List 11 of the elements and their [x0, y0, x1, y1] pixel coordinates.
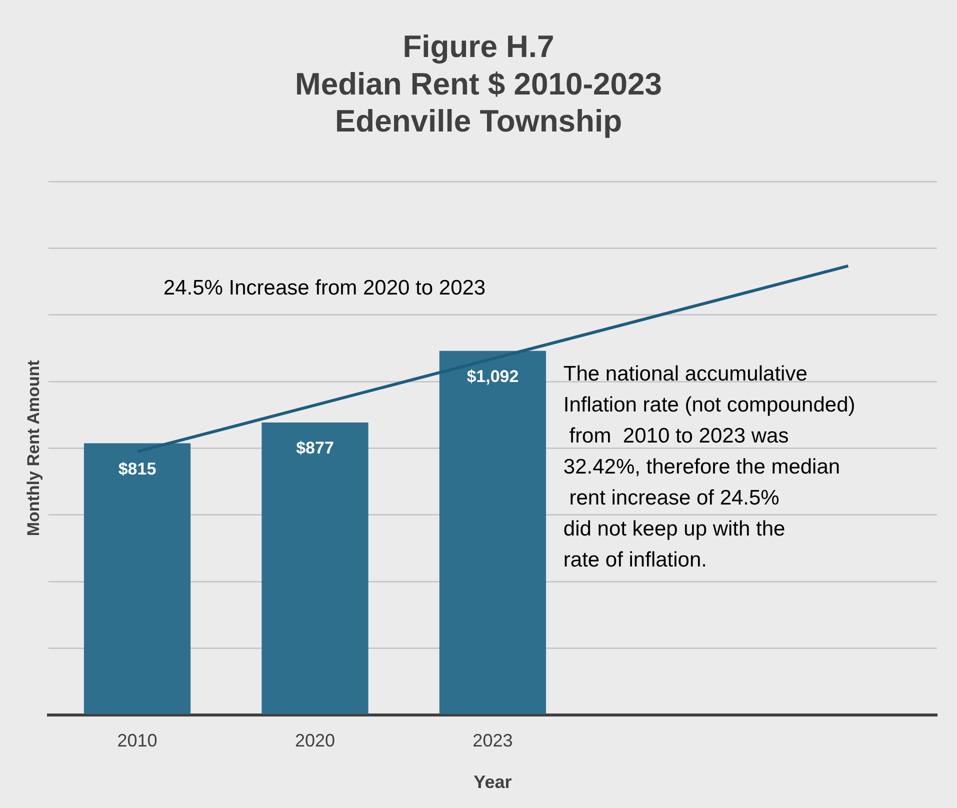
x-axis-title: Year — [474, 772, 512, 792]
x-tick-label: 2023 — [472, 730, 513, 751]
annotation: The national accumulative Inflation rate (not compounded) from 2010 to 2023 was 32.42%, therefore the median rent increase of 24.5% did not keep up with the rate of inflation. — [563, 362, 856, 572]
x-tick-label: 2020 — [294, 730, 336, 751]
x-tick-label: 2010 — [117, 730, 158, 751]
chart-title: Figure H.7 Median Rent $ 2010-2023 Edenville Township — [294, 29, 662, 139]
data-label: $815 — [118, 459, 156, 478]
data-label: $1,092 — [466, 367, 519, 386]
annotation: 24.5% Increase from 2020 to 2023 — [163, 276, 486, 300]
y-axis-title: Monthly Rent Amount — [24, 360, 43, 536]
data-label: $877 — [296, 438, 334, 458]
